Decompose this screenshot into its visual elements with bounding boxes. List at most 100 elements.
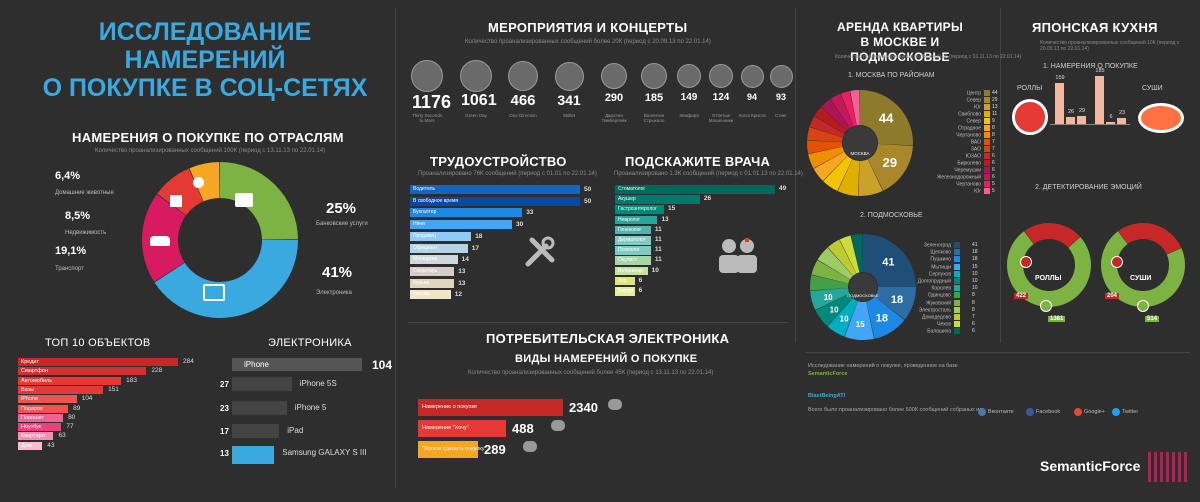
moscow-value: 29 — [883, 155, 897, 170]
region-legend-value: 6 — [972, 328, 975, 335]
consumer-bar-value: 2340 — [569, 400, 598, 415]
semanticforce-logo: SemanticForce — [1040, 458, 1141, 474]
region-legend-label: Жуковский — [926, 299, 951, 306]
electronics-bar-label: iPhone 5 — [294, 403, 327, 412]
region-legend-swatch — [954, 314, 960, 320]
moscow-legend-label: Север — [966, 97, 981, 104]
top10-bar-label: Визы — [21, 386, 35, 393]
region-legend-swatch — [954, 263, 960, 270]
sushi-icon — [1138, 103, 1184, 133]
artist-avatar-icon — [677, 64, 701, 88]
moscow-legend-row: Черемушки — [915, 167, 990, 173]
region-slice — [863, 234, 916, 287]
japanese-intent-value: 6 — [1109, 114, 1113, 120]
region-legend-row: Жуковский — [915, 299, 960, 306]
consumer-bar: Намерение о покупке — [418, 399, 563, 416]
moscow-legend-swatch — [984, 146, 990, 152]
moscow-legend-value: 8 — [992, 125, 995, 131]
moscow-legend-value: 44 — [992, 90, 998, 96]
emotion-slice — [1007, 231, 1091, 307]
jobs-bar-label: Водитель — [413, 186, 436, 192]
emotion-negative-value: 422 — [1014, 293, 1029, 299]
top10-bar-value: 80 — [68, 413, 76, 421]
moscow-center-label: МОСКВА — [851, 151, 870, 156]
moscow-legend-label: ЗАО — [970, 146, 981, 153]
japanese-section2: 2. ДЕТЕКТИРОВАНИЕ ЭМОЦИЙ — [1035, 184, 1142, 191]
top10-bar-label: Дом — [21, 442, 32, 449]
main-title-line1: ИССЛЕДОВАНИЕ НАМЕРЕНИЙ — [98, 18, 312, 74]
moscow-slice — [867, 143, 913, 191]
main-title-line2: О ПОКУПКЕ В СОЦ-СЕТЯХ — [42, 74, 368, 102]
electronics-bar-value: 17 — [220, 427, 229, 436]
moscow-legend-swatch — [984, 174, 990, 180]
region-legend-label: Чехов — [937, 321, 951, 328]
doctors-bar-label: Психолог — [618, 247, 640, 254]
region-slice — [866, 296, 905, 339]
region-legend-swatch — [954, 270, 960, 277]
consumer-subtitle-title: ВИДЫ НАМЕРЕНИЙ О ПОКУПКЕ — [515, 353, 698, 365]
artist-name: Джастин Тимберлейк — [601, 113, 627, 123]
tools-icon — [525, 236, 555, 267]
japanese-axis — [1050, 124, 1130, 125]
artist-value: 124 — [712, 92, 730, 103]
moscow-legend-row: Свиблово — [915, 111, 990, 117]
japanese-intent-bar — [1106, 122, 1115, 124]
electronics-bar — [232, 377, 292, 391]
moscow-legend-swatch — [984, 125, 990, 131]
emotion-slice — [1118, 223, 1182, 255]
events-title: МЕРОПРИЯТИЯ И КОНЦЕРТЫ — [488, 20, 688, 35]
moscow-legend-value: 8 — [992, 132, 995, 138]
artist-value: 185 — [644, 92, 664, 104]
jobs-bar-label: Официант — [413, 244, 438, 251]
region-legend-swatch — [954, 292, 960, 299]
region-legend-value: 10 — [972, 285, 978, 292]
region-legend-label: Зеленоград — [923, 242, 951, 249]
rent-title-line1: АРЕНДА КВАРТИРЫ — [837, 20, 963, 34]
electronics-bar-label: iPad — [287, 426, 304, 435]
moscow-label: 1. МОСКВА ПО РАЙОНАМ — [848, 72, 935, 79]
moscow-slice — [807, 127, 843, 143]
artist-name: Thirty Seconds to Mars — [411, 113, 442, 123]
electronics-bar-value: 13 — [220, 449, 229, 458]
moscow-legend-label: Бирюлево — [957, 160, 981, 167]
moscow-legend-row: ЗАО — [915, 146, 990, 152]
moscow-legend-swatch — [984, 104, 990, 110]
japanese-intent-value: 29 — [1078, 108, 1086, 115]
artist-value: 466 — [510, 92, 536, 109]
region-legend-label: Мытищи — [931, 263, 951, 270]
region-label: 2. ПОДМОСКОВЬЕ — [860, 212, 923, 219]
jobs-bar-value: 13 — [458, 267, 466, 275]
artist-value: 1176 — [412, 92, 452, 112]
artist-value: 290 — [604, 92, 624, 104]
region-slice — [811, 260, 851, 284]
moscow-slice — [813, 151, 848, 181]
doctors-bar-value: 11 — [654, 236, 662, 243]
doctors-bar-label: Ветеринар — [618, 267, 643, 274]
social-icon — [1112, 408, 1120, 416]
top10-bar: Смартфон — [18, 367, 147, 376]
jobs-bar-value: 14 — [461, 256, 469, 264]
chat-bubble-icon — [551, 420, 565, 431]
tv-icon — [203, 284, 225, 301]
emotion-slice — [1024, 223, 1081, 248]
region-legend-row: Зеленоград — [915, 242, 960, 248]
electronics-bar-label: Samsung GALAXY S III — [282, 448, 367, 457]
doctors-bar-value: 6 — [638, 276, 643, 284]
artist-avatar-icon — [769, 64, 793, 88]
doctors-subtitle: Проанализировано 1.3К сообщений (период … — [614, 171, 803, 177]
top10-bar: Квартира — [18, 432, 54, 441]
moscow-legend-label: Свиблово — [958, 111, 981, 118]
rolls-label: РОЛЛЫ — [1017, 85, 1043, 92]
region-legend-label: Серпухов — [928, 271, 951, 278]
artist-name: Skillet — [562, 113, 575, 118]
jobs-bar: Официант — [410, 243, 468, 253]
industry-label: Домашние животные — [55, 190, 114, 196]
sad-face-icon — [1020, 256, 1032, 268]
sushi-label: СУШИ — [1142, 85, 1163, 92]
moscow-legend-value: 5 — [992, 181, 995, 187]
moscow-legend-row: Чертаново — [915, 181, 990, 187]
top10-bar: Ноутбук — [18, 423, 62, 432]
sad-face-icon — [1111, 256, 1123, 268]
doctors-bar-label: Гинеколог — [618, 226, 642, 233]
doctors-bar: Гинеколог — [615, 225, 651, 235]
